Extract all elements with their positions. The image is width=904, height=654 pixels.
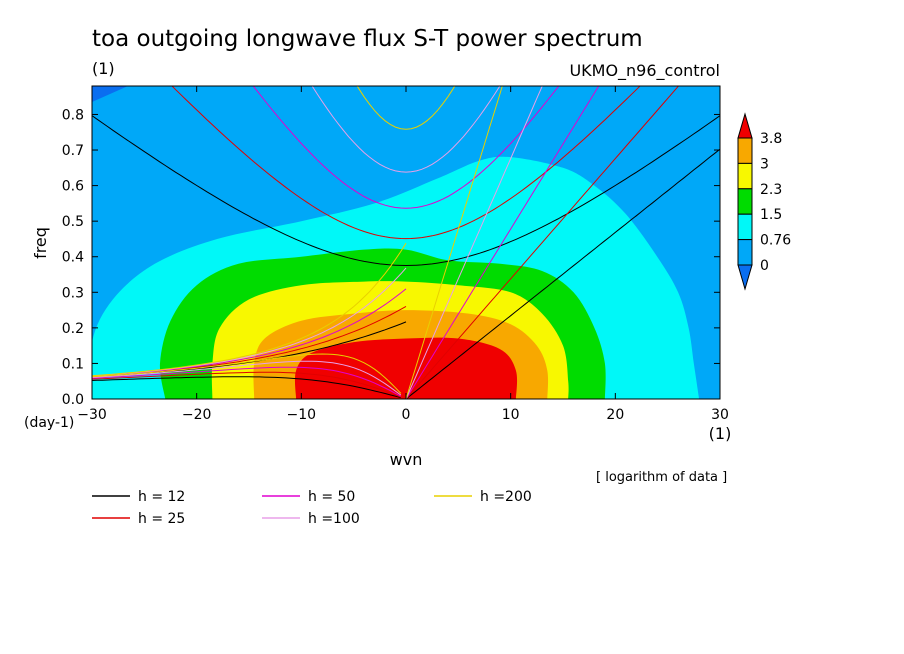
colorbar-label: 3: [760, 156, 769, 172]
x-axis: −30 −20 −10 0 10 20 30: [77, 86, 729, 423]
x-tick-label: 10: [502, 407, 520, 423]
x-tick-label: −10: [287, 407, 317, 423]
x-tick-label: −20: [182, 407, 212, 423]
x-axis-units: (1): [709, 424, 732, 443]
y-tick-label: 0.1: [62, 356, 84, 372]
colorbar: 3.8 3 2.3 1.5 0.76 0: [737, 112, 791, 291]
colorbar-label: 0.76: [760, 233, 791, 249]
dataset-label: UKMO_n96_control: [569, 61, 720, 81]
colorbar-swatch: [737, 213, 753, 241]
colorbar-swatch: [737, 162, 753, 190]
inertia-gravity-curve-h12: [92, 115, 720, 267]
dispersion-curves: [92, 86, 720, 399]
legend-label: h = 50: [308, 489, 355, 505]
y-tick-label: 0.6: [62, 179, 84, 195]
colorbar-swatch: [737, 137, 753, 164]
rossby-curve-h50: [92, 366, 402, 397]
legend-label: h =100: [308, 511, 360, 527]
kelvin-curve-h50: [405, 86, 600, 399]
y-axis-units: (day-1): [24, 415, 74, 431]
colorbar-swatch: [737, 239, 753, 266]
y-tick-label: 0.7: [62, 143, 84, 159]
kelvin-curve-h25: [405, 86, 680, 399]
mixed-rossby-gravity-curve-h200: [92, 242, 407, 377]
x-tick-label: −30: [77, 407, 107, 423]
y-tick-label: 0.0: [62, 392, 84, 408]
kelvin-curve-h100: [405, 86, 543, 399]
colorbar-bottom-arrow: [737, 264, 753, 291]
y-axis: 0.0 0.1 0.2 0.3 0.4 0.5 0.6 0.7 0.8: [62, 107, 720, 408]
spectrum-field: [92, 86, 720, 399]
rossby-curve-h12: [92, 376, 401, 399]
inertia-gravity-curve-h50: [252, 86, 560, 209]
inertia-gravity-curve-h25: [171, 86, 641, 240]
rossby-curve-h200: [92, 353, 402, 394]
y-tick-label: 0.4: [62, 250, 84, 266]
y-tick-label: 0.5: [62, 214, 84, 230]
x-tick-label: 30: [711, 407, 729, 423]
colorbar-label: 1.5: [760, 207, 782, 223]
colorbar-swatch: [737, 188, 753, 215]
corner-patch: [92, 86, 128, 102]
kelvin-curve-h12: [405, 148, 720, 399]
chart-title: toa outgoing longwave flux S-T power spe…: [92, 26, 643, 52]
legend-label: h =200: [480, 489, 532, 505]
rossby-curve-h25: [92, 371, 401, 398]
colorbar-label: 2.3: [760, 182, 782, 198]
y-tick-label: 0.2: [62, 321, 84, 337]
y-axis-label: freq: [31, 227, 50, 259]
x-tick-label: 0: [402, 407, 411, 423]
data-note: [ logarithm of data ]: [596, 470, 727, 485]
rossby-curve-h100: [92, 360, 402, 396]
contour-band-3-8: [294, 337, 518, 399]
x-axis-label: wvn: [390, 450, 423, 469]
legend: h = 12 h = 25 h = 50 h =100 h =200: [92, 489, 532, 527]
colorbar-label: 3.8: [760, 131, 782, 147]
colorbar-label: 0: [760, 258, 769, 274]
y-tick-label: 0.8: [62, 107, 84, 123]
inertia-gravity-curve-h100: [311, 86, 501, 173]
chart-units: (1): [92, 59, 115, 78]
inertia-gravity-curve-h200: [356, 86, 456, 130]
x-tick-label: 20: [606, 407, 624, 423]
y-tick-label: 0.3: [62, 285, 84, 301]
colorbar-top-arrow: [737, 112, 753, 139]
legend-label: h = 25: [138, 511, 185, 527]
kelvin-curve-h200: [405, 86, 503, 399]
legend-label: h = 12: [138, 489, 185, 505]
